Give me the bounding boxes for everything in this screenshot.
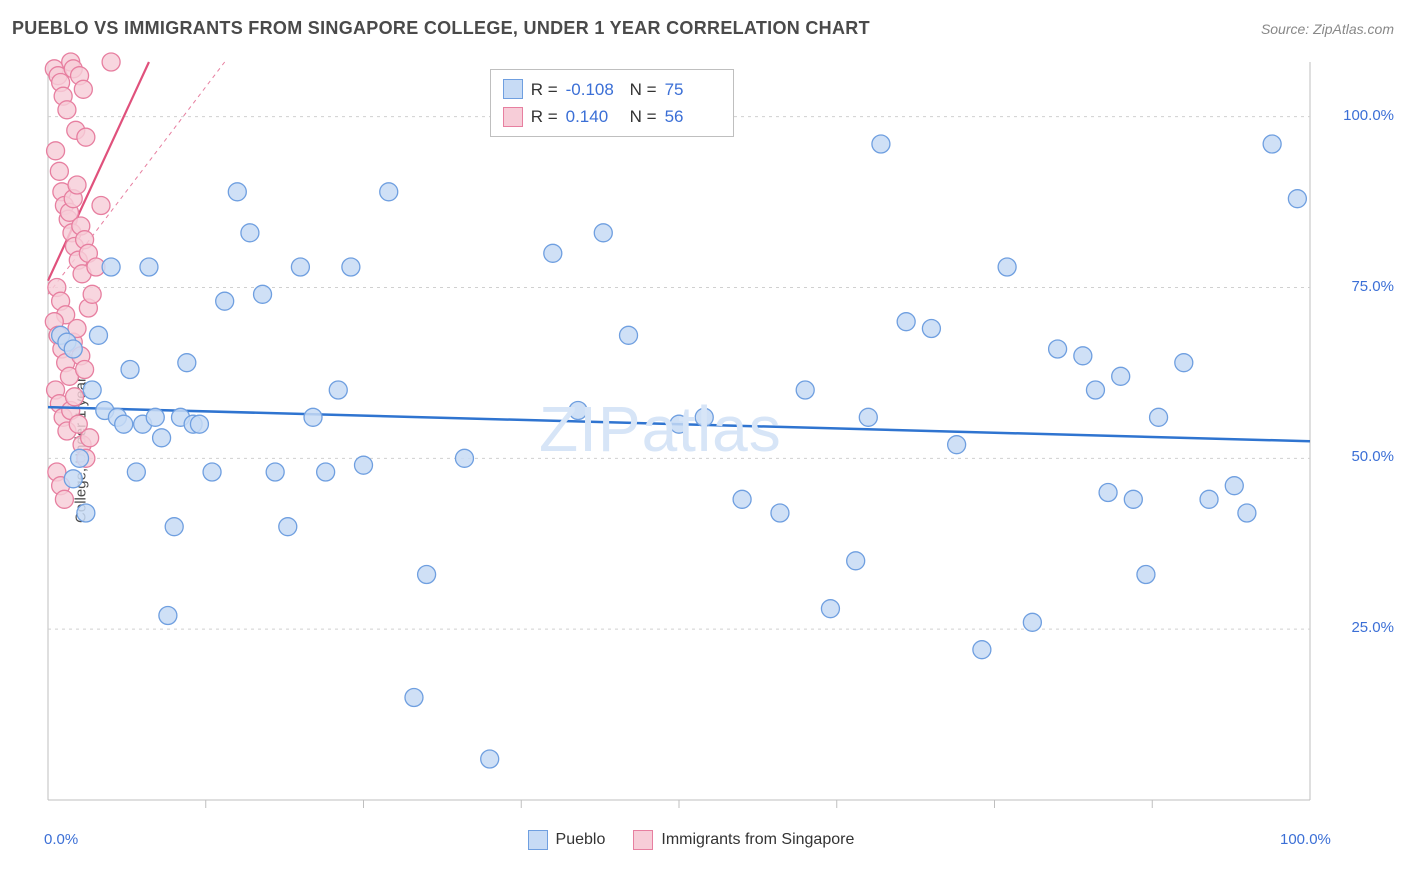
legend-r-value: 0.140 [566, 103, 622, 130]
legend-swatch [528, 830, 548, 850]
legend-r-label: R = [531, 103, 558, 130]
series-legend: Pueblo Immigrants from Singapore [528, 830, 855, 850]
legend-n-value: 75 [665, 76, 721, 103]
correlation-legend: R = -0.108 N = 75 R = 0.140 N = 56 [490, 69, 734, 137]
legend-r-value: -0.108 [566, 76, 622, 103]
legend-n-label: N = [630, 103, 657, 130]
chart-title: PUEBLO VS IMMIGRANTS FROM SINGAPORE COLL… [12, 18, 870, 39]
chart-area: College, Under 1 year ZIPatlas R =-0.108… [0, 50, 1406, 850]
x-tick-label-right: 100.0% [1280, 831, 1331, 848]
source-name: ZipAtlas.com [1313, 21, 1394, 37]
legend-n-label: N = [630, 76, 657, 103]
source-label: Source: [1261, 21, 1309, 37]
legend-row: R = -0.108 N = 75 [503, 76, 721, 103]
legend-item: Immigrants from Singapore [633, 830, 854, 850]
y-tick-label: 100.0% [1343, 107, 1394, 124]
legend-swatch [633, 830, 653, 850]
y-tick-label: 25.0% [1351, 619, 1394, 636]
source-attribution: Source: ZipAtlas.com [1261, 21, 1394, 37]
legend-swatch [503, 79, 523, 99]
scatter-plot [40, 50, 1380, 842]
legend-row: R = 0.140 N = 56 [503, 103, 721, 130]
legend-swatch [503, 107, 523, 127]
y-tick-label: 75.0% [1351, 278, 1394, 295]
legend-label: Pueblo [556, 831, 606, 849]
x-tick-label-left: 0.0% [44, 831, 78, 848]
legend-r-label: R = [531, 76, 558, 103]
legend-label: Immigrants from Singapore [661, 831, 854, 849]
legend-n-value: 56 [665, 103, 721, 130]
y-tick-label: 50.0% [1351, 448, 1394, 465]
legend-item: Pueblo [528, 830, 606, 850]
